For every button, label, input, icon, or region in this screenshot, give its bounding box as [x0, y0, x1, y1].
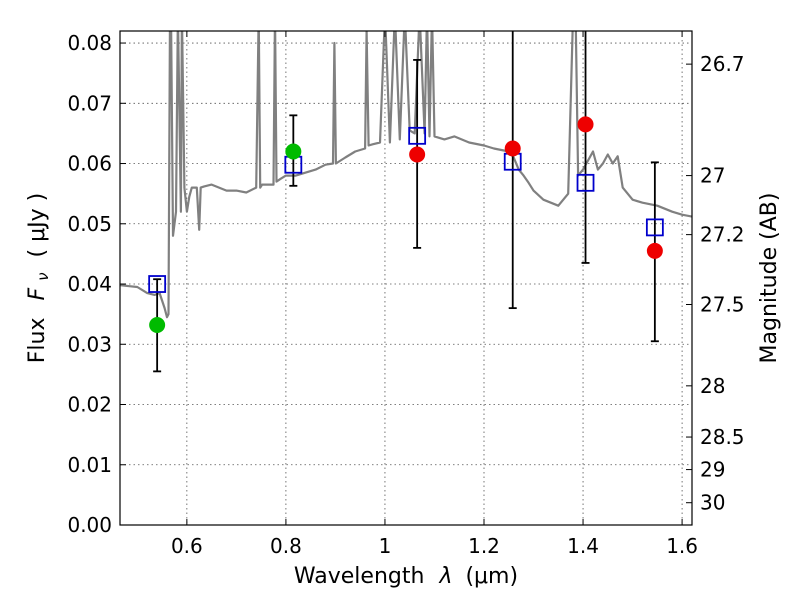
y-axis-label: Flux F ν ( μJy )	[25, 193, 54, 363]
red-point-marker	[504, 140, 521, 157]
y-tick-label: 0.06	[67, 152, 112, 176]
x-axis-label: Wavelength λ (μm)	[294, 564, 518, 589]
magnitude-tick-label: 29	[700, 458, 725, 482]
x-tick-label: 1.6	[666, 534, 698, 558]
x-tick-label: 0.8	[270, 534, 302, 558]
y-tick-label: 0.07	[67, 91, 112, 115]
model-square-marker	[148, 275, 167, 293]
model-square-marker	[645, 218, 664, 237]
model-square-marker	[576, 173, 595, 192]
x-axis-label-unit: (μm)	[465, 564, 518, 589]
magnitude-tick-label: 28.5	[700, 425, 745, 449]
y-axis-ticks: 0.00 0.01 0.02 0.03 0.04 0.05 0.06 0.07 0.08	[67, 31, 126, 537]
green-point-marker	[285, 143, 302, 160]
red-point-marker	[646, 242, 663, 259]
x-axis-ticks: 0.6 0.8 1 1.2 1.4 1.6	[171, 31, 698, 558]
red-point-marker	[577, 116, 594, 133]
spectrum-layer	[120, 31, 692, 319]
y-tick-label: 0.01	[67, 453, 112, 477]
y-axis-label-subscript: ν	[34, 272, 52, 280]
y-axis-label-symbol: F	[25, 287, 50, 300]
magnitude-tick-label: 30	[700, 491, 725, 515]
magnitude-axis-ticks: 26.7 27 27.2 27.5 28 28.5 29 30	[686, 52, 745, 515]
y-tick-label: 0.03	[67, 332, 112, 356]
x-axis-label-text: Wavelength	[294, 564, 425, 589]
magnitude-tick-label: 26.7	[700, 52, 745, 76]
y-tick-label: 0.05	[67, 212, 112, 236]
green-point-marker	[149, 316, 166, 333]
y-tick-label: 0.02	[67, 393, 112, 417]
y-tick-label: 0.00	[67, 513, 112, 537]
spectrum-line	[120, 31, 692, 319]
y-axis-label-unit: ( μJy )	[25, 193, 50, 258]
model-square-marker	[408, 126, 427, 145]
plot-background	[120, 31, 692, 525]
magnitude-tick-label: 27.5	[700, 293, 745, 317]
x-tick-label: 0.6	[171, 534, 203, 558]
x-axis-label-symbol: λ	[438, 564, 452, 589]
y-tick-label: 0.04	[67, 272, 112, 296]
magnitude-tick-label: 27.2	[700, 223, 745, 247]
x-tick-label: 1.4	[567, 534, 599, 558]
y-tick-label: 0.08	[67, 31, 112, 55]
plot-frame	[119, 30, 693, 526]
red-point-marker	[409, 146, 426, 163]
magnitude-tick-label: 28	[700, 374, 725, 398]
y-axis-label-text: Flux	[25, 317, 50, 363]
magnitude-axis-label: Magnitude (AB)	[757, 193, 782, 364]
marker-layer	[148, 116, 664, 333]
x-tick-label: 1.2	[468, 534, 500, 558]
magnitude-tick-label: 27	[700, 164, 725, 188]
x-tick-label: 1	[379, 534, 392, 558]
